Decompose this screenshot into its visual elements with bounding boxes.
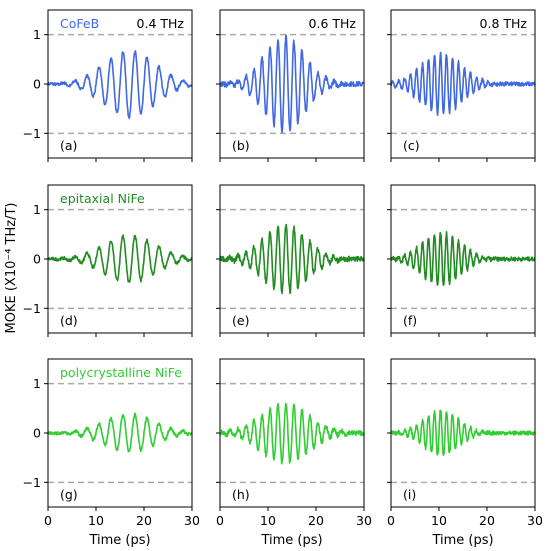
waveform-line bbox=[219, 223, 365, 295]
x-tick-label: 20 bbox=[308, 513, 324, 528]
x-tick-label: 30 bbox=[527, 513, 543, 528]
y-tick-label: −1 bbox=[23, 126, 41, 141]
x-tick-label: 0 bbox=[216, 513, 224, 528]
waveform-line bbox=[47, 50, 193, 120]
x-tick-label: 0 bbox=[387, 513, 395, 528]
x-tick-label: 30 bbox=[356, 513, 372, 528]
x-axis-label-col-2: Time (ps) bbox=[260, 533, 322, 548]
waveform-line bbox=[219, 34, 365, 134]
panel-f: (f) bbox=[387, 184, 536, 337]
panel-letter: (e) bbox=[232, 313, 249, 328]
frequency-label: 0.8 THz bbox=[480, 16, 528, 31]
x-tick-label: 10 bbox=[431, 513, 447, 528]
y-axis-label: MOKE (X10⁻⁴ THz/T) bbox=[4, 203, 19, 334]
y-tick-label: 1 bbox=[33, 27, 41, 42]
x-tick-label: 20 bbox=[136, 513, 152, 528]
y-tick-label: −1 bbox=[23, 475, 41, 490]
panel-letter: (b) bbox=[232, 138, 250, 153]
waveform-line bbox=[390, 51, 536, 117]
waveform-line bbox=[47, 412, 193, 453]
panel-grid: 10−1(a)CoFeB 0.4 THz(b)0.6 THz(c)0.8 THz1… bbox=[23, 9, 543, 528]
frequency-label: 0.4 THz bbox=[137, 16, 185, 31]
panel-i: 0 10 20 30 (i) bbox=[387, 358, 543, 528]
y-tick-label: −1 bbox=[23, 301, 41, 316]
waveform-line bbox=[390, 230, 536, 286]
x-tick-label: 20 bbox=[479, 513, 495, 528]
y-tick-label: 1 bbox=[33, 202, 41, 217]
panel-letter: (f) bbox=[403, 313, 417, 328]
frequency-label: 0.6 THz bbox=[309, 16, 357, 31]
y-tick-label: 0 bbox=[33, 426, 41, 441]
x-axis-label-col-1: Time (ps) bbox=[88, 533, 150, 548]
panel-g: 10−10 10 20 30(g)polycrystalline NiFe bbox=[23, 358, 200, 528]
panel-b: (b) 0.6 THz bbox=[216, 9, 365, 162]
panel-letter: (a) bbox=[60, 138, 77, 153]
panel-c: (c) 0.8 THz bbox=[387, 9, 536, 162]
x-tick-label: 30 bbox=[184, 513, 200, 528]
y-tick-label: 0 bbox=[33, 77, 41, 92]
x-tick-label: 10 bbox=[260, 513, 276, 528]
panel-d: 1 0 −1 (d) epitaxial NiFe bbox=[23, 184, 193, 337]
x-tick-label: 0 bbox=[44, 513, 52, 528]
material-label: polycrystalline NiFe bbox=[60, 365, 182, 380]
waveform-line bbox=[219, 402, 365, 465]
waveform-line bbox=[390, 409, 536, 457]
y-tick-label: 0 bbox=[33, 252, 41, 267]
y-tick-label: 1 bbox=[33, 376, 41, 391]
material-label: CoFeB bbox=[60, 16, 99, 31]
panel-letter: (i) bbox=[403, 487, 416, 502]
panel-letter: (c) bbox=[403, 138, 420, 153]
panel-letter: (g) bbox=[60, 487, 78, 502]
x-axis-label-col-3: Time (ps) bbox=[431, 533, 493, 548]
x-tick-label: 10 bbox=[88, 513, 104, 528]
waveform-line bbox=[47, 234, 193, 283]
panel-h: 0 10 20 30 (h) bbox=[216, 358, 372, 528]
panel-letter: (h) bbox=[232, 487, 250, 502]
material-label: epitaxial NiFe bbox=[60, 191, 145, 206]
panel-a: 1 0 −1 (a) CoFeB 0.4 THz bbox=[23, 9, 193, 162]
panel-e: (e) bbox=[216, 184, 365, 337]
panel-letter: (d) bbox=[60, 313, 78, 328]
